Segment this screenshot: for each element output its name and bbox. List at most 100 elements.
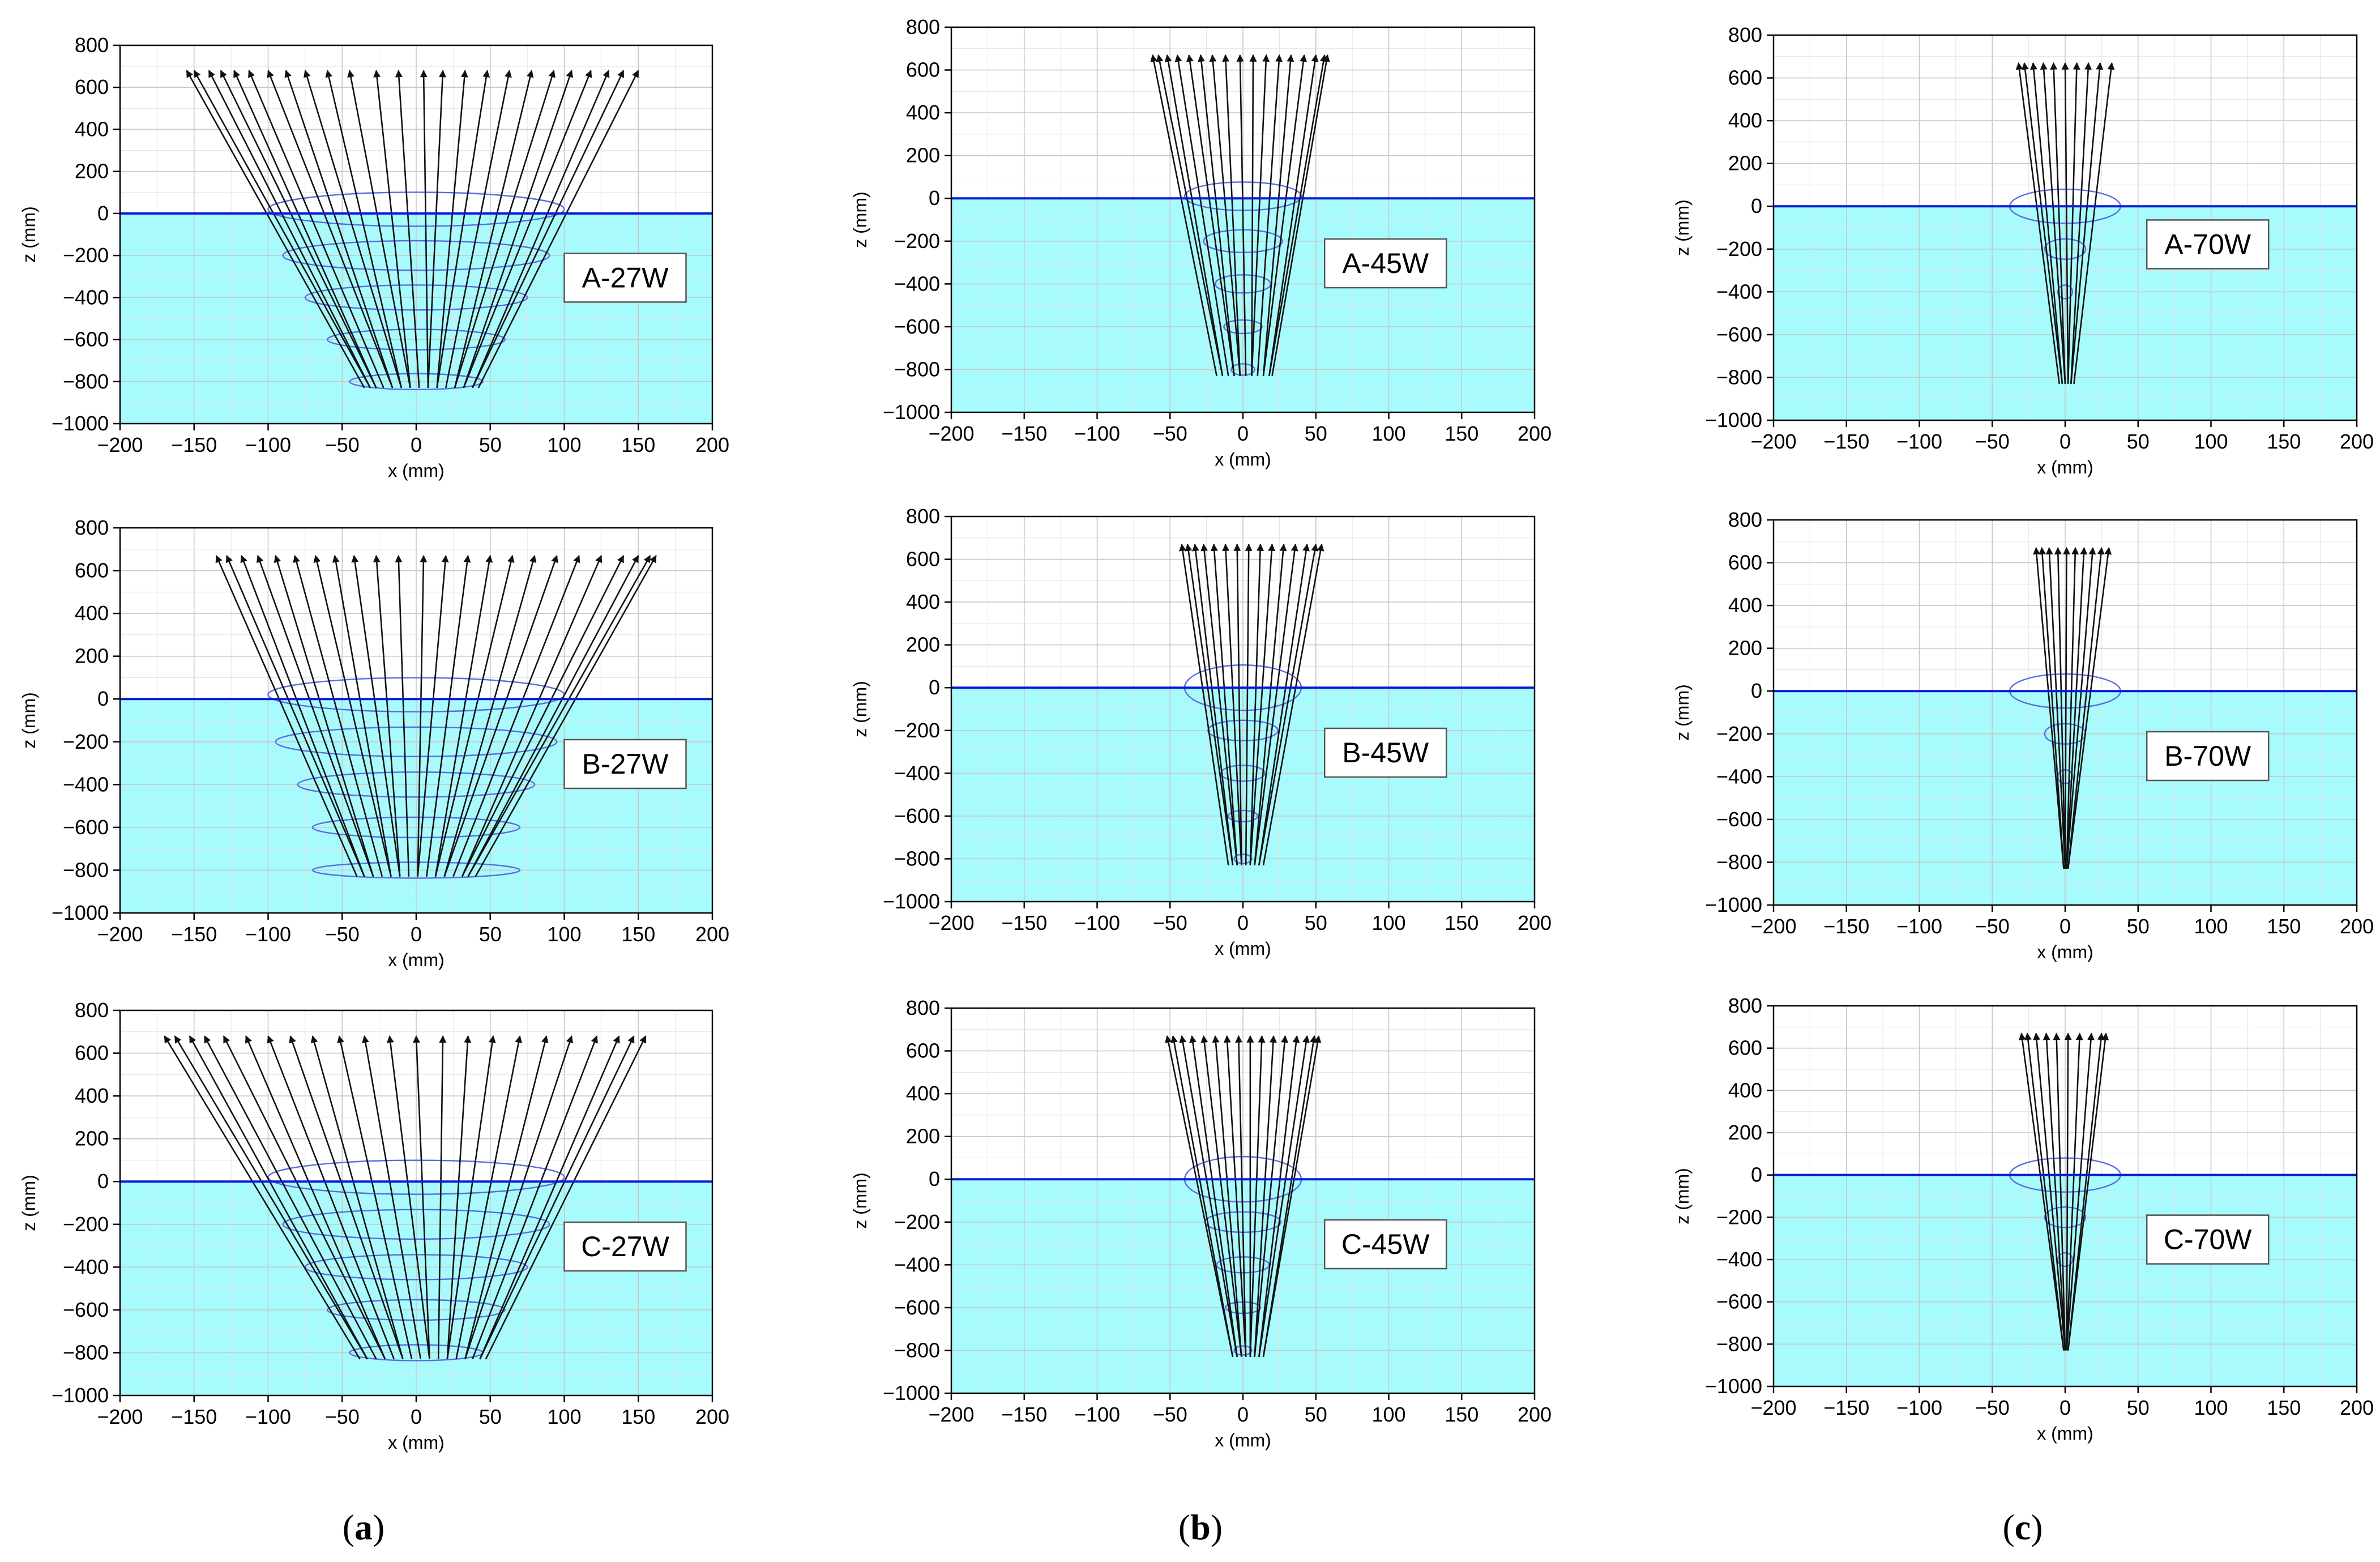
ray-arrow [1271, 54, 1330, 376]
condition-label: A-70W [2164, 228, 2251, 260]
ray-arrow [1233, 543, 1242, 865]
x-tick-label: 150 [1445, 1403, 1479, 1426]
ray-arrow [1257, 54, 1283, 376]
y-tick-label: −600 [1716, 1290, 1762, 1313]
x-tick-label: 0 [411, 433, 422, 456]
y-tick-label: −1000 [883, 1381, 940, 1405]
beam-ellipse [2057, 1252, 2074, 1267]
beam-ellipse [2044, 1206, 2087, 1228]
ray-arrow [267, 1035, 395, 1360]
condition-label: C-70W [2164, 1224, 2252, 1256]
chart-c-45w: −200 −150 −100 −50 0 50 100 150 200 −1000 −800 −600… [850, 996, 1552, 1450]
ray-arrow [1268, 54, 1319, 376]
condition-label-box [2146, 731, 2270, 782]
ray-arrow [1174, 54, 1229, 376]
x-tick-label: 50 [479, 1405, 502, 1428]
y-tick-label: 800 [906, 15, 940, 39]
ray-arrow [472, 1035, 598, 1360]
ray-arrow [463, 70, 592, 389]
y-tick-label: −400 [63, 285, 109, 309]
x-tick-label: 200 [695, 433, 729, 456]
y-tick-label: −400 [1716, 280, 1762, 303]
x-tick-label: −200 [97, 433, 143, 456]
y-tick-label: −800 [1716, 850, 1762, 873]
y-tick-label: 800 [75, 33, 109, 57]
ray-arrow [485, 1035, 647, 1360]
ray-arrow [220, 70, 377, 389]
beam-ellipse [1228, 809, 1258, 823]
ray-arrow [2073, 62, 2115, 384]
x-tick-label: 100 [547, 1405, 581, 1428]
x-tick-label: −100 [245, 923, 291, 946]
ray-arrow [257, 554, 374, 877]
ray-arrow [2067, 547, 2112, 869]
chart-a-45w: −200 −150 −100 −50 0 50 100 150 200 −1000 −800 −600… [850, 15, 1552, 470]
y-tick-label: 200 [1728, 637, 1762, 660]
y-tick-label: 800 [1728, 994, 1762, 1017]
ray-arrow [1249, 1035, 1266, 1357]
x-tick-label: 200 [2340, 430, 2374, 453]
y-tick-label: −200 [1716, 237, 1762, 261]
x-tick-label: −150 [1001, 911, 1047, 934]
ray-arrow [1236, 54, 1247, 376]
x-tick-label: 150 [621, 433, 655, 456]
y-tick-label: 600 [906, 1039, 940, 1062]
ray-arrow [233, 70, 377, 389]
x-tick-label: −50 [1153, 422, 1187, 445]
x-tick-label: 0 [411, 1405, 422, 1428]
beam-ellipse [1233, 853, 1253, 864]
y-tick-label: −600 [1716, 323, 1762, 346]
x-tick-label: 50 [2127, 1396, 2150, 1419]
y-tick-label: 800 [75, 516, 109, 539]
y-axis-label: z (mm) [1672, 1168, 1693, 1224]
y-tick-label: −800 [1716, 365, 1762, 389]
x-tick-label: 100 [547, 433, 581, 456]
ray-arrow [477, 70, 639, 389]
ray-arrow [373, 70, 411, 389]
y-tick-label: −1000 [883, 400, 940, 424]
ray-arrow [284, 70, 394, 389]
ray-arrow [203, 1035, 377, 1360]
y-tick-label: −600 [894, 804, 940, 827]
x-tick-label: 50 [2127, 915, 2150, 938]
ray-arrow [2039, 547, 2065, 869]
y-tick-label: 600 [906, 58, 940, 82]
beam-ellipse [1207, 719, 1279, 741]
y-tick-label: 400 [1728, 109, 1762, 132]
ray-arrow [1254, 1035, 1277, 1357]
y-axis-label: z (mm) [19, 1175, 39, 1231]
ray-arrow [2033, 547, 2065, 869]
ray-arrow [1209, 54, 1241, 376]
y-tick-label: −800 [63, 858, 109, 881]
x-tick-label: −50 [325, 1405, 360, 1428]
ray-arrow [1179, 543, 1229, 865]
x-tick-label: 150 [2267, 1396, 2301, 1419]
ray-arrow [215, 554, 358, 877]
ray-arrow [1258, 1035, 1300, 1357]
y-tick-label: 200 [906, 144, 940, 167]
ray-arrow [467, 554, 651, 877]
y-tick-label: 200 [1728, 152, 1762, 175]
ray-arrow [2053, 1032, 2066, 1351]
ray-arrow [417, 554, 428, 877]
y-axis-label: z (mm) [1672, 199, 1693, 256]
y-tick-label: 200 [1728, 1121, 1762, 1144]
x-tick-label: −50 [325, 923, 360, 946]
y-axis-label: z (mm) [19, 692, 39, 749]
ray-arrow [174, 1035, 368, 1360]
x-tick-label: −50 [1975, 1396, 2010, 1419]
ray-arrow [1249, 54, 1257, 376]
ray-arrow [2050, 62, 2066, 384]
ray-arrow [446, 1035, 496, 1359]
x-tick-label: 200 [1518, 422, 1552, 445]
x-tick-label: 100 [1371, 1403, 1405, 1426]
ray-arrow [2063, 547, 2071, 869]
x-tick-label: −100 [1074, 1403, 1120, 1426]
ray-arrow [426, 554, 471, 877]
ray-arrow [2066, 547, 2096, 869]
ray-arrow [2018, 1032, 2065, 1351]
x-tick-label: 0 [2059, 430, 2071, 453]
caption-a: (a) [342, 1507, 385, 1547]
y-tick-label: −1000 [52, 901, 109, 924]
ray-arrow [472, 70, 610, 389]
